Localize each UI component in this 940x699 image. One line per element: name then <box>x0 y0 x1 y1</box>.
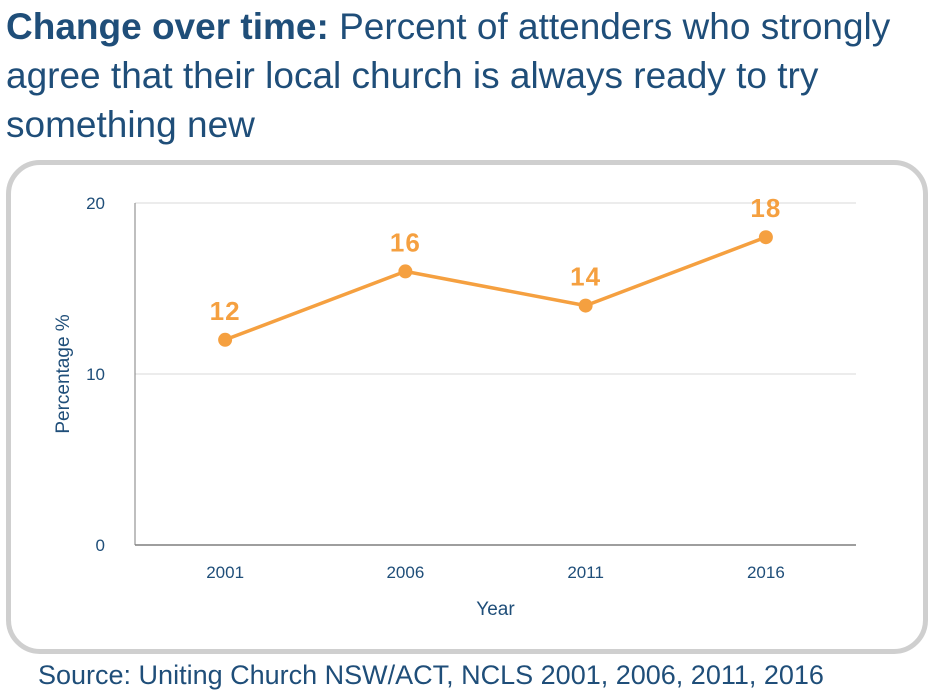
source-note: Source: Uniting Church NSW/ACT, NCLS 200… <box>38 660 824 690</box>
title-bold: Change over time: <box>6 6 329 47</box>
data-label: 16 <box>390 227 421 257</box>
chart-panel: 0 10 20 2001 2006 2011 2016 Year Percentage % 12 1… <box>6 160 928 654</box>
chart-title: Change over time: Percent of attenders w… <box>6 2 926 149</box>
title-rest: Percent of attenders who strongly agree … <box>6 6 891 145</box>
series-line <box>224 235 767 342</box>
data-point <box>758 230 773 245</box>
data-point <box>578 298 593 313</box>
y-axis-title: Percentage % <box>53 314 74 433</box>
x-tick-label: 2011 <box>567 563 604 582</box>
data-point <box>218 332 233 347</box>
x-tick-label: 2006 <box>386 563 424 582</box>
x-tick-label: 2001 <box>206 563 244 582</box>
line-chart: 0 10 20 2001 2006 2011 2016 Year Percentage % 12 1… <box>53 193 856 620</box>
y-tick-label: 20 <box>86 194 105 213</box>
x-tick-label: 2016 <box>747 563 785 582</box>
data-point <box>398 264 413 279</box>
x-axis-title: Year <box>476 599 515 620</box>
data-label: 18 <box>750 193 781 223</box>
y-tick-label: 0 <box>96 536 105 555</box>
y-tick-label: 10 <box>86 365 105 384</box>
data-label: 14 <box>570 262 601 292</box>
data-label: 12 <box>210 296 241 326</box>
